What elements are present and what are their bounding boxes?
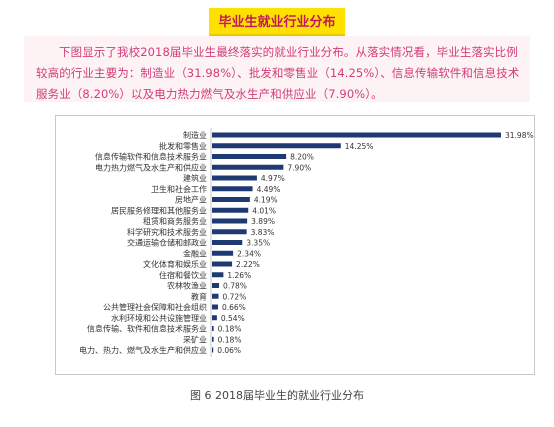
value-label: 2.22%	[236, 260, 260, 269]
value-label: 0.72%	[223, 292, 247, 301]
bar	[212, 347, 214, 353]
value-label: 0.66%	[222, 303, 246, 312]
value-label: 14.25%	[345, 142, 374, 151]
category-label: 建筑业	[183, 173, 207, 183]
category-label: 住宿和餐饮业	[159, 270, 207, 280]
value-label: 7.90%	[287, 163, 311, 172]
category-label: 信息传输软件和信息技术服务业	[95, 152, 207, 162]
value-label: 0.18%	[218, 335, 242, 344]
category-label: 批发和零售业	[159, 141, 207, 151]
bar	[212, 304, 218, 310]
value-label: 4.49%	[257, 185, 281, 194]
value-label: 4.97%	[261, 174, 285, 183]
category-label: 电力、热力、燃气及水生产和供应业	[79, 345, 207, 355]
bar	[212, 207, 249, 213]
title-wrap: 毕业生就业行业分布	[0, 8, 554, 34]
value-label: 1.26%	[227, 271, 251, 280]
bar	[212, 132, 501, 138]
category-label: 卫生和社会工作	[151, 184, 207, 194]
category-label: 科学研究和技术服务业	[127, 227, 207, 237]
category-label: 金融业	[183, 248, 207, 258]
bar	[212, 229, 247, 235]
category-label: 采矿业	[183, 334, 207, 344]
bar	[212, 272, 224, 278]
category-label: 制造业	[183, 130, 207, 140]
category-label: 租赁和商务服务业	[143, 216, 207, 226]
value-label: 31.98%	[505, 131, 534, 140]
value-label: 8.20%	[290, 153, 314, 162]
category-label: 信息传输、软件和信息技术服务业	[87, 324, 207, 334]
figure-caption: 图 6 2018届毕业生的就业行业分布	[190, 389, 364, 402]
value-label: 2.34%	[237, 249, 261, 258]
category-label: 水利环境和公共设施管理业	[111, 313, 207, 323]
category-label: 房地产业	[175, 195, 207, 205]
bar	[212, 326, 214, 331]
value-label: 4.19%	[254, 196, 278, 205]
bar	[212, 261, 233, 267]
value-label: 4.01%	[252, 206, 276, 215]
category-label: 教育	[191, 291, 207, 301]
intro-paragraph: 下图显示了我校2018届毕业生最终落实的就业行业分布。从落实情况看，毕业生落实比…	[24, 36, 530, 102]
category-label: 电力热力燃气及水生产和供应业	[95, 162, 207, 172]
category-label: 交通运输仓储和邮政业	[127, 238, 207, 248]
bar	[212, 315, 217, 321]
bar	[212, 197, 250, 202]
bar	[212, 143, 341, 149]
bar	[212, 293, 219, 299]
category-label: 居民服务修理和其他服务业	[111, 205, 207, 215]
value-label: 0.54%	[221, 314, 245, 323]
bar	[212, 175, 257, 181]
category-label: 文化体育和娱乐业	[143, 259, 207, 269]
value-label: 0.18%	[218, 325, 242, 334]
category-label: 农林牧渔业	[167, 281, 207, 291]
bar	[212, 250, 234, 256]
bar	[212, 336, 214, 342]
value-label: 0.06%	[217, 346, 241, 355]
section-title: 毕业生就业行业分布	[209, 8, 345, 34]
chart-panel: 制造业 31.98% 批发和零售业 14.25% 信息传输软件和信息技术服务业 8.20%…	[55, 115, 535, 375]
value-label: 3.89%	[251, 217, 275, 226]
value-label: 3.83%	[251, 228, 275, 237]
category-label: 公共管理社会保障和社会组织	[103, 302, 207, 312]
bar	[212, 240, 243, 245]
bar	[212, 154, 287, 159]
industry-bar-chart: 制造业 31.98% 批发和零售业 14.25% 信息传输软件和信息技术服务业 8.20%…	[79, 128, 534, 357]
bar	[212, 218, 248, 224]
bar	[212, 186, 253, 192]
bar	[212, 164, 284, 170]
bar	[212, 283, 220, 288]
value-label: 3.35%	[246, 239, 270, 248]
value-label: 0.78%	[223, 282, 247, 291]
